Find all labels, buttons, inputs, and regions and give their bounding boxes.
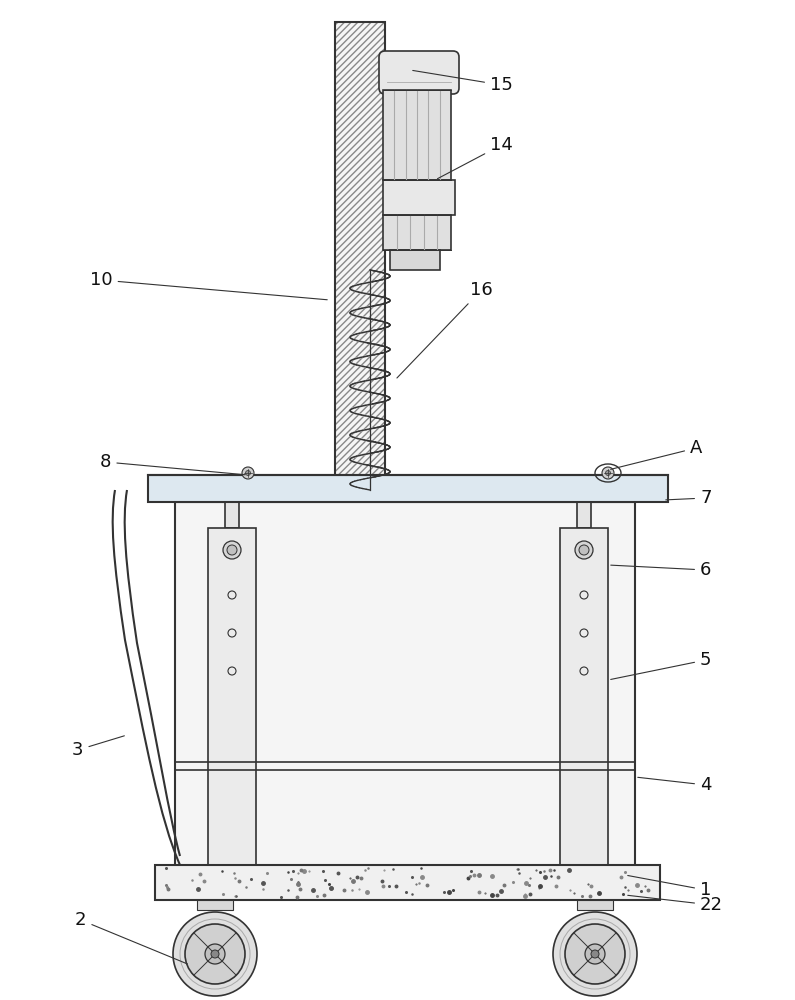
Text: 5: 5 [611, 651, 712, 679]
Bar [383, 90, 451, 180]
Circle shape [565, 924, 625, 984]
Text: 4: 4 [638, 776, 712, 794]
Bar [560, 528, 608, 868]
Text: 14: 14 [437, 136, 513, 179]
Circle shape [205, 944, 225, 964]
Text: 15: 15 [413, 70, 513, 94]
Circle shape [575, 541, 593, 559]
Circle shape [242, 467, 254, 479]
Bar [225, 502, 239, 528]
Circle shape [606, 471, 611, 476]
Circle shape [173, 912, 257, 996]
Circle shape [602, 467, 614, 479]
Text: 8: 8 [100, 453, 245, 475]
Circle shape [185, 924, 245, 984]
Circle shape [223, 541, 241, 559]
Circle shape [227, 545, 237, 555]
Bar [155, 865, 660, 900]
Text: 22: 22 [628, 895, 723, 914]
Bar [577, 502, 591, 528]
Text: 6: 6 [611, 561, 712, 579]
Bar [197, 900, 233, 910]
Text: 3: 3 [72, 736, 124, 759]
Bar [390, 250, 440, 270]
Bar [335, 22, 385, 490]
Bar [208, 528, 256, 868]
Circle shape [211, 950, 219, 958]
Circle shape [553, 912, 637, 996]
Text: 16: 16 [397, 281, 493, 378]
Text: 2: 2 [75, 911, 188, 964]
Circle shape [585, 944, 605, 964]
Bar [335, 22, 385, 490]
Text: 10: 10 [90, 271, 328, 300]
Bar [148, 475, 668, 502]
Text: 7: 7 [665, 489, 712, 507]
FancyBboxPatch shape [379, 51, 459, 94]
Circle shape [579, 545, 589, 555]
Bar [577, 900, 613, 910]
Bar [383, 215, 451, 250]
Bar [335, 22, 385, 490]
Bar [383, 180, 455, 215]
Circle shape [591, 950, 599, 958]
Text: A: A [611, 439, 702, 469]
Text: 1: 1 [628, 876, 712, 899]
Circle shape [246, 471, 250, 476]
Bar [175, 502, 635, 870]
